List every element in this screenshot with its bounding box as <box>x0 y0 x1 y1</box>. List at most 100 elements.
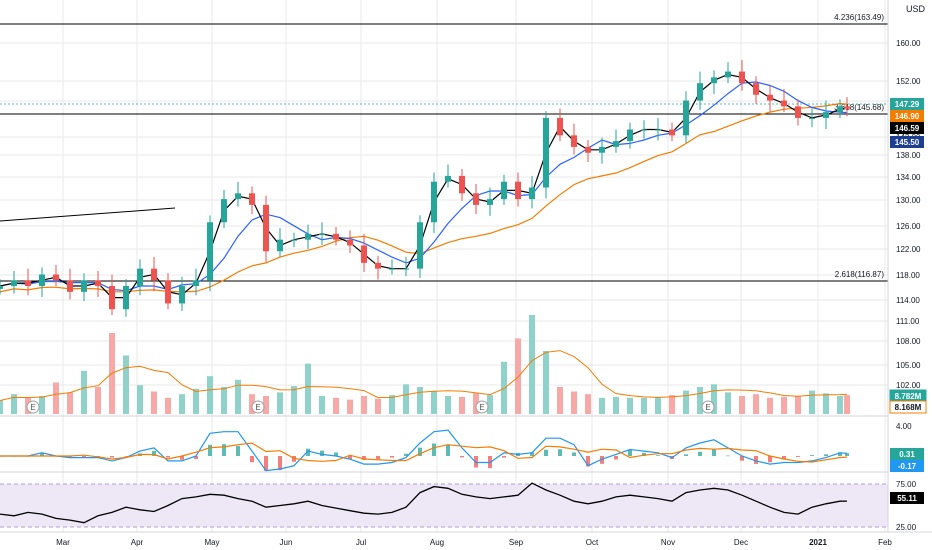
rsi-badge-label: 55.11 <box>897 494 917 503</box>
earnings-marker-letter: E <box>30 403 35 412</box>
macd-histogram-bar <box>222 444 226 456</box>
price-badges: 147.29 146.90 146.59 145.50 <box>890 98 924 148</box>
macd-histogram-bar <box>194 456 198 459</box>
price-axis-tick: 126.00 <box>896 222 921 231</box>
macd-histogram-bar <box>838 452 842 456</box>
earnings-marker: E <box>251 400 265 414</box>
volume-bar <box>795 396 801 414</box>
candle-body <box>291 239 297 241</box>
volume-bar <box>333 397 339 414</box>
volume-bar <box>151 391 157 414</box>
volume-bar <box>543 351 549 414</box>
macd-histogram-bar <box>726 455 730 457</box>
earnings-marker-circle <box>26 400 40 414</box>
volume-bar <box>599 397 605 414</box>
macd-histogram-bar <box>40 453 44 456</box>
candle-body <box>193 280 199 287</box>
volume-bar <box>445 396 451 414</box>
candle-body <box>473 193 479 205</box>
volume-badge <box>889 400 927 414</box>
macd-histogram-bar <box>600 456 604 464</box>
volume-bar <box>375 398 381 414</box>
price-badge-label: 145.50 <box>895 138 920 147</box>
volume-bar <box>781 396 787 414</box>
macd-histogram-bar <box>320 450 324 456</box>
price-panel[interactable]: 4.236(163.49) 3.618(145.68) 2.618(116.87) <box>0 13 888 317</box>
candle-body <box>669 129 675 136</box>
candle-body <box>795 106 801 118</box>
candle-body <box>263 204 269 252</box>
candle-body <box>725 71 731 78</box>
candle-body <box>417 222 423 269</box>
macd-histogram-bar <box>236 445 240 456</box>
macd-badge <box>890 448 924 460</box>
macd-histogram-bar <box>782 456 786 459</box>
macd-histogram-bar <box>390 456 394 458</box>
volume-bar <box>403 384 409 414</box>
macd-histogram-bar <box>558 449 562 456</box>
volume-bar <box>81 370 87 414</box>
price-axis-tick: 111.00 <box>896 317 920 326</box>
candle-body <box>739 71 745 84</box>
price-axis-tick: 152.00 <box>896 77 921 86</box>
volume-bar <box>207 376 213 414</box>
candle-body <box>235 193 241 200</box>
rsi-line <box>0 482 848 524</box>
macd-histogram-bar <box>376 456 380 460</box>
volume-bar <box>711 384 717 414</box>
price-badge-label: 146.59 <box>895 124 920 133</box>
volume-badges: 8.782M 8.168M <box>889 389 927 414</box>
price-badge <box>890 98 924 110</box>
price-axis-tick: 130.00 <box>896 196 921 205</box>
fib-label: 3.618(145.68) <box>834 103 884 112</box>
macd-histogram-bar <box>572 452 576 456</box>
price-badge <box>890 122 924 134</box>
volume-bar <box>347 399 353 414</box>
time-axis[interactable]: Mar Apr May Jun Jul Aug Sep Oct Nov Dec 2021 Feb <box>56 538 892 547</box>
time-axis-label: Nov <box>661 538 675 547</box>
volume-bar <box>697 387 703 414</box>
candle-body <box>557 117 563 136</box>
volume-bar <box>655 396 661 414</box>
candle-body <box>613 141 619 147</box>
macd-histogram-bar <box>768 456 772 463</box>
time-axis-label: May <box>204 538 219 547</box>
candle-body <box>221 199 227 223</box>
macd-histogram-bar <box>845 453 849 456</box>
macd-histogram-bar <box>544 449 548 456</box>
candle-body <box>627 129 633 142</box>
rsi-band <box>0 484 888 527</box>
time-axis-label: Feb <box>878 538 892 547</box>
macd-badge-label: -0.17 <box>898 462 917 471</box>
macd-histogram-bar <box>82 456 86 458</box>
macd-histogram-bar <box>250 456 254 463</box>
price-axis-tick: 114.00 <box>896 296 920 305</box>
volume-bar <box>515 338 521 414</box>
candle-body <box>81 280 87 292</box>
macd-histogram-bar <box>754 456 758 464</box>
volume-bar <box>739 396 745 414</box>
price-axis-tick: 108.00 <box>896 337 921 346</box>
volume-bar <box>487 395 493 414</box>
price-badge-label: 146.90 <box>895 112 920 121</box>
volume-bar <box>613 396 619 414</box>
candle-body <box>487 199 493 205</box>
volume-bar <box>165 397 171 414</box>
candle-body <box>837 106 843 113</box>
macd-histogram-bar <box>530 452 534 456</box>
macd-histogram-bar <box>334 452 338 456</box>
earnings-marker-letter: E <box>479 403 484 412</box>
trend-line[interactable] <box>0 207 176 222</box>
volume-bar <box>753 394 759 414</box>
macd-line <box>0 429 848 472</box>
volume-bar <box>95 387 101 414</box>
volume-bar <box>0 400 3 414</box>
candle-body <box>431 181 437 223</box>
macd-histogram-bar <box>152 450 156 456</box>
macd-histogram-bar <box>628 449 632 456</box>
macd-histogram-bar <box>264 456 268 471</box>
candle-body <box>543 117 549 188</box>
fib-label: 4.236(163.49) <box>834 13 884 22</box>
